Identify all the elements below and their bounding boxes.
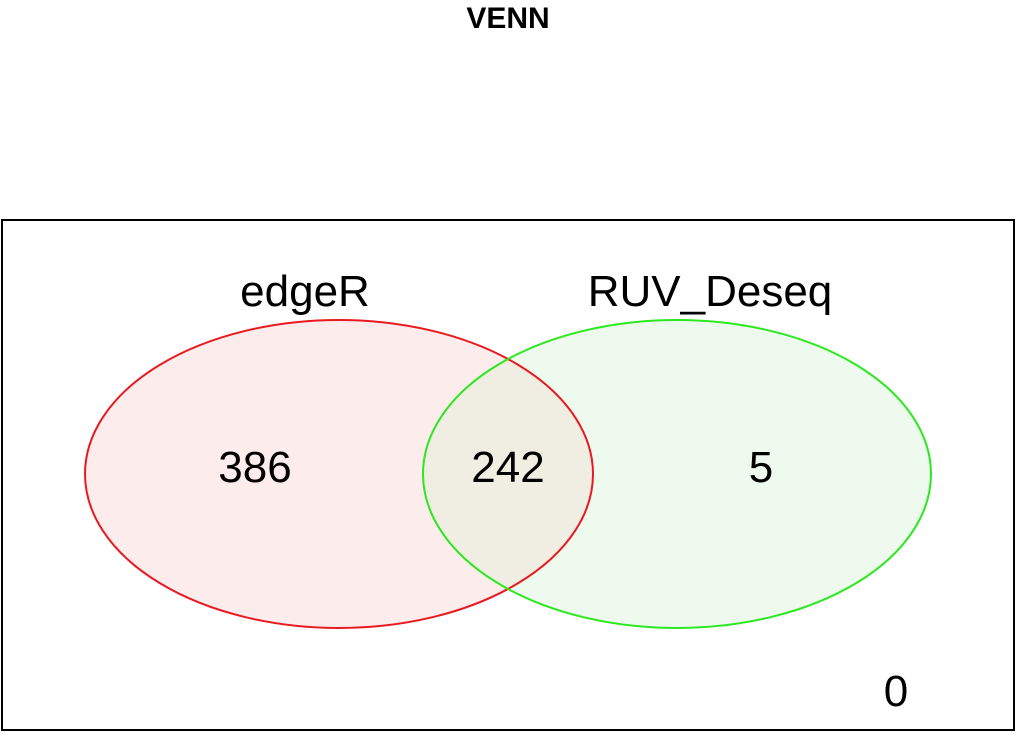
count-intersection: 242 xyxy=(471,443,544,492)
set-a-outline xyxy=(84,319,594,629)
count-set-a-only: 386 xyxy=(218,443,291,492)
universe-box xyxy=(1,219,1015,731)
count-outside: 0 xyxy=(884,667,908,716)
count-set-b-only: 5 xyxy=(749,443,773,492)
set-b-label: RUV_Deseq xyxy=(588,267,833,316)
intersection-region xyxy=(423,320,593,628)
set-b-outline xyxy=(422,319,932,629)
set-a-label: edgeR xyxy=(240,267,370,316)
diagram-title: VENN xyxy=(466,2,549,35)
